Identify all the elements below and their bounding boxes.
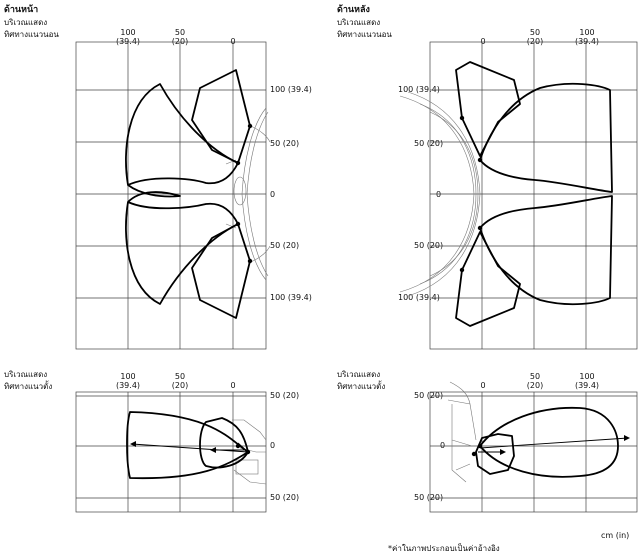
rear-h-sensor-3 [477, 225, 483, 231]
front-v-xtick-50: 50 (20) [171, 372, 189, 390]
front-vertical-label-line1: บริเวณแสดง [4, 370, 48, 379]
rear-v-xtick-0: 0 [480, 381, 486, 390]
rear-v-ytick-1: 50 (20) [414, 391, 444, 400]
rear-h-xtick-50: 50 (20) [526, 28, 544, 46]
rear-h-lobe-center-bottom [479, 195, 613, 306]
front-vertical-lobes [126, 411, 249, 480]
rear-v-xtick-100: 100 (39.4) [574, 372, 600, 390]
rear-h-sensor-2 [477, 157, 483, 163]
front-v-arrowhead-center [130, 441, 136, 447]
front-h-lobe-corner-bottom [191, 223, 251, 319]
front-v-sensor-2 [245, 449, 251, 455]
front-h-ytick-1: 100 (39.4) [270, 85, 312, 94]
rear-h-lobe-center-top [479, 82, 613, 193]
front-horizontal-label-line2: ทิศทางแนวนอน [4, 30, 59, 39]
rear-vertical-label-line2: ทิศทางแนวตั้ง [337, 382, 386, 391]
front-v-arrowhead-corner [210, 447, 216, 453]
rear-v-ytick-3: 50 (20) [414, 493, 444, 502]
front-v-xtick-100: 100 (39.4) [115, 372, 141, 390]
front-h-xtick-100: 100 (39.4) [115, 28, 141, 46]
rear-vertical-car-outline [447, 381, 477, 483]
rear-horizontal-lobes [455, 61, 613, 327]
front-h-xtick-0: 0 [230, 37, 236, 46]
rear-h-lobe-corner-bottom [455, 231, 521, 327]
rear-h-ytick-4: 50 (20) [414, 241, 444, 250]
front-v-sensor-1 [235, 443, 241, 449]
front-h-sensor-1 [247, 123, 253, 129]
front-h-lobe-corner-top [191, 69, 251, 164]
front-h-lobe-center-top [125, 83, 239, 186]
rear-horizontal-label-line1: บริเวณแสดง [337, 18, 381, 27]
front-h-lobe-center-bottom [125, 201, 239, 305]
rear-v-arrow-center [479, 437, 629, 449]
front-h-ytick-4: 50 (20) [270, 241, 300, 250]
front-h-sensor-2 [235, 160, 241, 166]
rear-h-xtick-100: 100 (39.4) [574, 28, 600, 46]
rear-vertical-lobes [475, 406, 619, 478]
rear-v-ytick-2: 0 [440, 441, 446, 450]
front-h-ytick-2: 50 (20) [270, 139, 300, 148]
rear-v-sensor-2 [471, 451, 477, 457]
front-v-ytick-2: 0 [270, 441, 276, 450]
front-v-arrow-center [131, 443, 249, 453]
front-h-sensor-3 [235, 221, 241, 227]
rear-vertical-arrows [471, 435, 630, 457]
rear-h-sensor-1 [459, 115, 465, 121]
front-h-ytick-3: 0 [270, 190, 276, 199]
front-v-xtick-0: 0 [230, 381, 236, 390]
front-horizontal-sensors [235, 123, 253, 264]
rear-vertical-grid [429, 391, 638, 513]
front-v-lobe-center [126, 411, 249, 480]
rear-v-arrowhead-center [624, 435, 630, 441]
rear-v-lobe-corner [475, 433, 515, 475]
footnote: *ค่าในภาพประกอบเป็นค่าอ้างอิง [388, 544, 500, 553]
rear-car-outline [399, 91, 481, 297]
front-h-lobe-mid-join [127, 184, 181, 203]
front-horizontal-label-line1: บริเวณแสดง [4, 18, 48, 27]
front-vertical-arrows [130, 441, 251, 455]
rear-vertical-label-line1: บริเวณแสดง [337, 370, 381, 379]
rear-h-ytick-5: 100 (39.4) [398, 293, 440, 302]
rear-h-ytick-1: 100 (39.4) [398, 85, 440, 94]
front-h-ytick-5: 100 (39.4) [270, 293, 312, 302]
rear-h-ytick-3: 0 [436, 190, 442, 199]
rear-horizontal-sensors [459, 115, 483, 273]
front-v-ytick-1: 50 (20) [270, 391, 300, 400]
front-vertical-label-line2: ทิศทางแนวตั้ง [4, 382, 53, 391]
rear-h-xtick-0: 0 [480, 37, 486, 46]
rear-section-title: ด้านหลัง [337, 5, 370, 15]
rear-h-ytick-2: 50 (20) [414, 139, 444, 148]
rear-v-xtick-50: 50 (20) [526, 372, 544, 390]
unit-label: cm (in) [601, 531, 630, 540]
front-h-sensor-4 [247, 258, 253, 264]
front-section-title: ด้านหน้า [4, 5, 39, 15]
front-v-ytick-3: 50 (20) [270, 493, 300, 502]
rear-v-sensor-1 [477, 443, 483, 449]
rear-h-sensor-4 [459, 267, 465, 273]
rear-v-arrowhead-corner [500, 449, 506, 455]
front-vertical-grid [75, 391, 267, 513]
front-h-xtick-50: 50 (20) [171, 28, 189, 46]
rear-v-lobe-center [479, 406, 619, 478]
front-vertical-car-outline [232, 419, 267, 485]
front-horizontal-grid [75, 41, 267, 350]
rear-horizontal-label-line2: ทิศทางแนวนอน [337, 30, 392, 39]
front-v-lobe-corner [199, 417, 249, 469]
